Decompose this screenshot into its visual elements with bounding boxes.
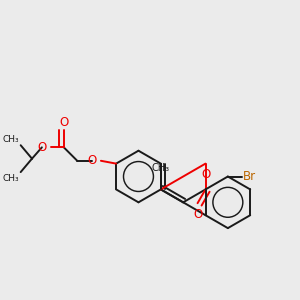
Text: O: O [59,116,68,129]
Text: O: O [202,168,211,181]
Text: CH₃: CH₃ [3,135,19,144]
Text: O: O [87,154,97,167]
Text: CH₃: CH₃ [152,163,170,173]
Text: CH₃: CH₃ [3,173,19,182]
Text: O: O [38,141,47,154]
Text: Br: Br [243,170,256,183]
Text: O: O [193,208,202,221]
